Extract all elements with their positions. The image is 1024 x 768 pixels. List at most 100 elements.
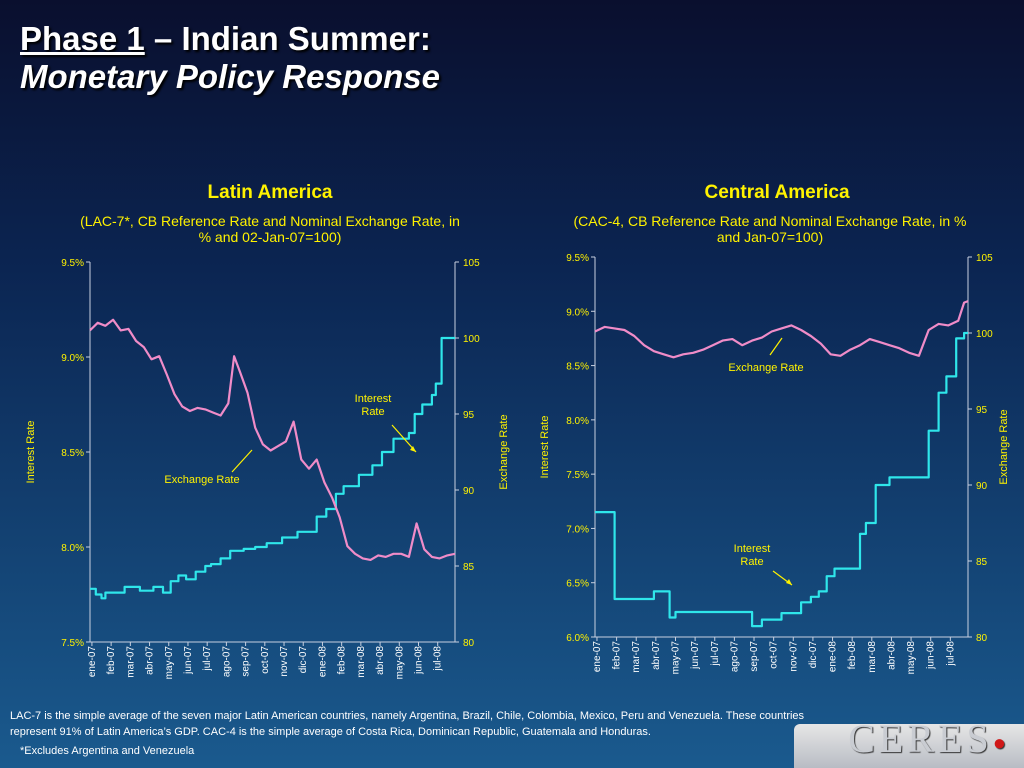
right-tick-label: 80 [976,633,988,644]
x-tick-label: oct-07 [769,641,780,669]
annotation-interest-rate-line: Interest [734,543,771,555]
x-tick-label: mar-07 [125,646,136,678]
left-tick-label: 7.5% [566,470,589,481]
title-phase: Phase 1 [20,20,145,57]
x-tick-label: ene-07 [87,646,98,678]
y-axis-label-left: Interest Rate [25,421,37,484]
annotation-interest-rate-line: Interest [355,393,392,405]
y-axis-label-left: Interest Rate [539,416,551,479]
x-tick-label: jun-08 [926,641,937,670]
right-tick-label: 100 [463,334,480,345]
annotation-exchange-rate: Exchange Rate [728,362,803,374]
annotation-interest-rate: Interest Rate [734,543,771,568]
x-tick-label: ago-07 [729,641,740,673]
x-tick-label: may-08 [906,641,917,675]
right-tick-label: 95 [463,410,475,421]
left-tick-label: 6.0% [566,633,589,644]
x-tick-label: dic-07 [808,641,819,669]
right-tick-label: 80 [463,638,475,649]
x-tick-label: sep-07 [241,646,252,677]
right-tick-label: 85 [976,557,988,568]
left-tick-label: 8.0% [61,543,84,554]
left-tick-label: 7.5% [61,638,84,649]
left-tick-label: 8.0% [566,416,589,427]
left-tick-label: 7.0% [566,524,589,535]
x-tick-label: oct-07 [260,646,271,674]
y-axis-label-right: Exchange Rate [498,414,510,489]
x-tick-label: mar-07 [631,641,642,673]
x-tick-label: jun-07 [183,646,194,675]
x-tick-label: jul-08 [945,641,956,667]
x-tick-label: sep-07 [749,641,760,672]
right-tick-label: 90 [463,486,475,497]
chart-central-america: 6.0% 6.5% 7.0% 7.5% 8.0% 8.5% 9.0% 9.5% 80 85 90 95… [539,253,1010,675]
x-tick-label: ene-08 [317,646,328,678]
page-title: Phase 1 – Indian Summer: Monetary Policy… [20,20,440,96]
chart-panel-latin-america: Latin America (LAC-7*, CB Reference Rate… [20,180,520,700]
x-tick-label: feb-07 [612,641,623,670]
logo-text: CERES [848,716,993,761]
x-tick-label: jun-07 [690,641,701,670]
x-tick-label: mar-08 [867,641,878,673]
arrow-head-icon [410,446,416,452]
chart-title: Central America [704,182,850,203]
x-tick-label: nov-07 [279,646,290,677]
x-tick-label: jun-08 [414,646,425,675]
annotation-arrow-exchange [769,337,783,356]
annotation-arrow-exchange [231,449,253,473]
series-line-exchange-rate [89,318,456,561]
chart-subtitle: (CAC-4, CB Reference Rate and Nominal Ex… [573,213,967,245]
series-line-exchange-rate [594,300,969,359]
x-tick-label: may-08 [394,646,405,680]
right-tick-label: 105 [463,258,480,269]
right-tick-label: 90 [976,481,988,492]
x-tick-label: jul-07 [710,641,721,667]
chart-latin-america: 7.5% 8.0% 8.5% 9.0% 9.5% 80 85 90 95 100 105 ene-07… [25,258,510,680]
footnote-line-2: represent 91% of Latin America’s GDP. CA… [10,726,651,738]
left-tick-label: 9.5% [566,253,589,264]
left-tick-label: 8.5% [61,448,84,459]
annotation-interest-rate: Interest Rate [355,393,392,418]
right-tick-label: 85 [463,562,475,573]
x-tick-label: jul-08 [433,646,444,672]
footnote-exclusions: *Excludes Argentina and Venezuela [20,745,195,757]
ceres-logo: CERES● [848,715,1010,762]
left-tick-label: 6.5% [566,579,589,590]
chart-title: Latin America [207,182,333,203]
x-tick-label: feb-07 [106,646,117,675]
footnote-line-1: LAC-7 is the simple average of the seven… [10,710,805,722]
x-tick-label: may-07 [164,646,175,680]
series-line-interest-rate [90,336,455,600]
chart-subtitle: (LAC-7*, CB Reference Rate and Nominal E… [80,213,460,245]
x-tick-label: mar-08 [356,646,367,678]
logo-background [794,724,1024,768]
x-tick-label: may-07 [670,641,681,675]
title-rest: – Indian Summer: [144,20,431,57]
x-tick-label: abr-08 [886,641,897,670]
x-tick-label: nov-07 [788,641,799,672]
y-axis-label-right: Exchange Rate [998,409,1010,484]
series-line-interest-rate [595,331,968,628]
x-tick-label: ago-07 [221,646,232,678]
right-tick-label: 100 [976,329,993,340]
right-tick-label: 105 [976,253,993,264]
x-tick-label: dic-07 [298,646,309,674]
left-tick-label: 8.5% [566,362,589,373]
left-tick-label: 9.5% [61,258,84,269]
x-tick-label: abr-08 [375,646,386,675]
x-tick-label: feb-08 [847,641,858,670]
title-subtitle: Monetary Policy Response [20,58,440,95]
x-tick-label: ene-08 [828,641,839,673]
annotation-exchange-rate: Exchange Rate [164,474,239,486]
x-tick-label: ene-07 [592,641,603,673]
annotation-interest-rate-line: Rate [361,406,384,418]
chart-panel-central-america: Central America (CAC-4, CB Reference Rat… [530,180,1024,700]
x-tick-label: jul-07 [202,646,213,672]
x-tick-label: abr-07 [145,646,156,675]
arrow-head-icon [786,579,792,585]
left-tick-label: 9.0% [61,353,84,364]
x-tick-label: abr-07 [651,641,662,670]
left-tick-label: 9.0% [566,307,589,318]
logo-dot-icon: ● [992,729,1010,755]
right-tick-label: 95 [976,405,988,416]
